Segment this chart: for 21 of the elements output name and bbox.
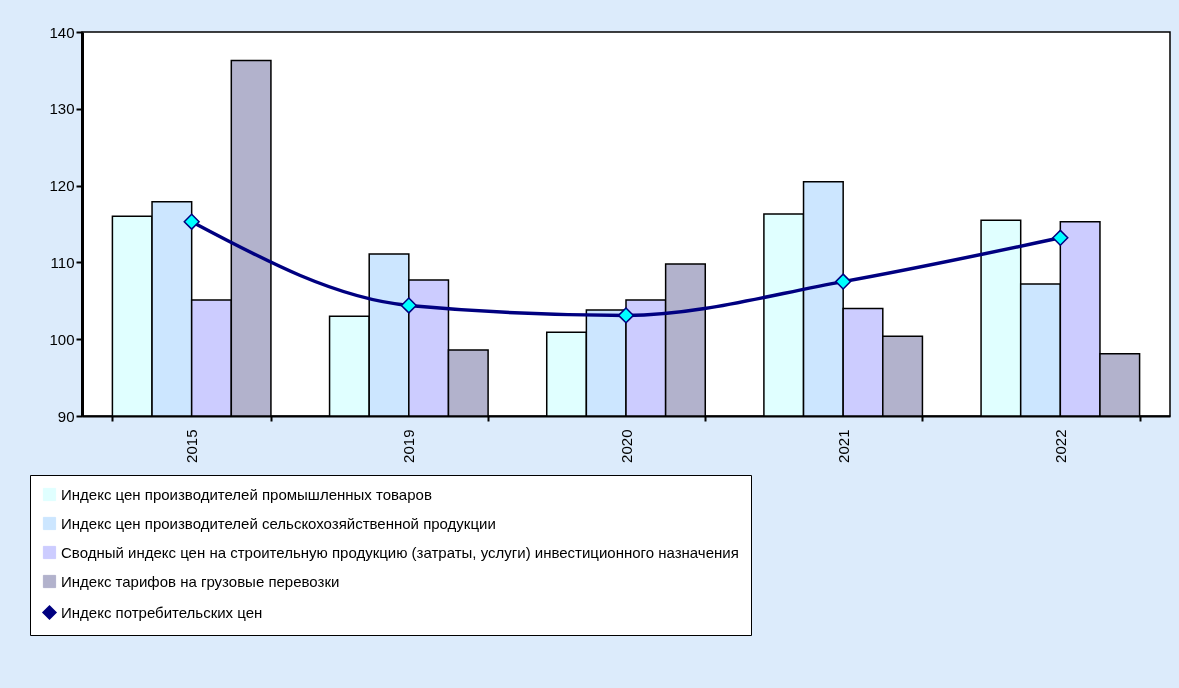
point: [617, 307, 635, 324]
x-tick-label: 2022: [1051, 429, 1069, 463]
x-tick-label: 2019: [400, 429, 418, 463]
y-tick-label: 120: [49, 177, 75, 195]
legend-label: Индекс потребительских цен: [61, 603, 263, 621]
y-tick-label: 130: [49, 100, 75, 118]
x-tick-label: 2020: [617, 429, 635, 463]
legend-label: Индекс тарифов на грузовые перевозки: [61, 572, 340, 590]
legend-label: Сводный индекс цен на строительную продукцию (затраты, услуги) инвестиционного назначения: [61, 543, 739, 561]
point: [183, 213, 200, 230]
x-tick-label: 2021: [834, 429, 852, 463]
point: [1052, 229, 1069, 246]
y-tick-label: 110: [50, 253, 75, 271]
x-tick-label: 2015: [183, 429, 201, 463]
point: [835, 273, 852, 290]
y-tick-label: 90: [57, 407, 75, 425]
y-tick-label: 140: [49, 23, 75, 41]
point: [400, 297, 417, 314]
y-tick-label: 100: [49, 330, 75, 348]
legend-label: Индекс цен производителей промышленных товаров: [61, 485, 432, 503]
legend-label: Индекс цен производителей сельскохозяйственной продукции: [61, 514, 496, 532]
